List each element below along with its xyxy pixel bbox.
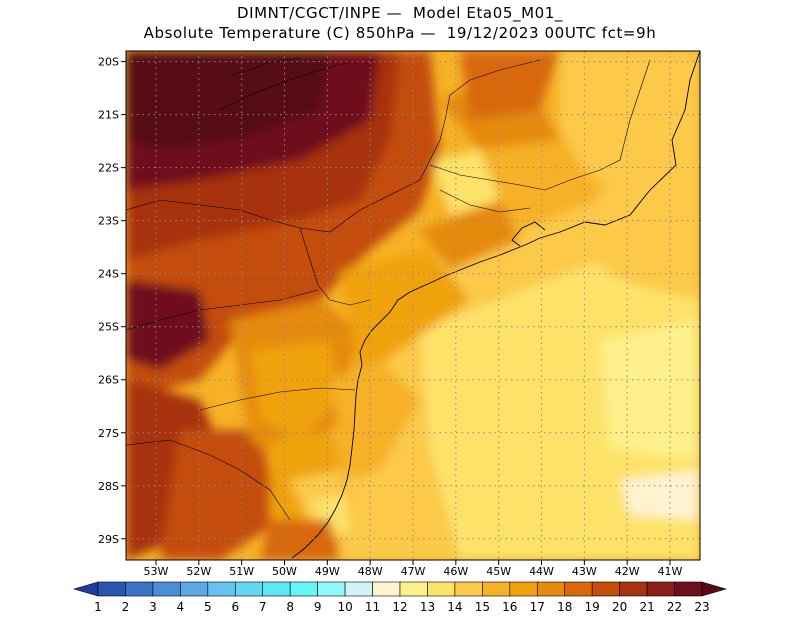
color-bar-label: 20 [612,600,627,614]
color-bar-segment [344,581,373,597]
color-bar-label: 8 [286,600,294,614]
state-borders [126,57,651,521]
lat-label: 20S [98,56,119,69]
color-bar-label: 4 [177,600,185,614]
color-bar-label: 15 [475,600,490,614]
lat-label: 21S [98,109,119,122]
color-bar-segment [564,581,593,597]
lon-label: 44W [529,565,554,578]
lat-label: 25S [98,321,119,334]
lon-label: 51W [229,565,254,578]
color-bar-segment [646,581,675,597]
color-bar-label: 10 [337,600,352,614]
lat-label: 27S [98,427,119,440]
lon-label: 52W [186,565,211,578]
color-scale-labels: 1 2 3 4 5 6 7 8 9 10 11 12 13 14 15 16 17 18 19 20 21 22 23 [94,600,709,614]
color-bar-label: 2 [122,600,130,614]
lon-label: 50W [272,565,297,578]
lat-label: 24S [98,268,119,281]
coastline [291,51,700,559]
lat-label: 23S [98,215,119,228]
color-bar-segment [372,581,401,597]
color-bar-label: 9 [314,600,322,614]
color-bar-segment [125,581,154,597]
longitude-axis: 53W 52W 51W 50W 49W 48W 47W 46W 45W 44W 43W 42W 41W [144,560,683,578]
color-bar-label: 17 [530,600,545,614]
lon-label: 41W [658,565,683,578]
color-bar-label: 5 [204,600,212,614]
latitude-axis: 20S 21S 22S 23S 24S 25S 26S 27S 28S 29S [98,56,126,546]
color-bar-label: 18 [557,600,572,614]
lon-label: 47W [401,565,426,578]
color-bar-label: 11 [365,600,380,614]
color-bar-segment [317,581,346,597]
color-bar-label: 22 [667,600,682,614]
color-bar-segment [289,581,318,597]
lat-lon-grid [126,51,700,560]
color-bar-label: 19 [585,600,600,614]
color-bar-label: 16 [502,600,517,614]
color-bar-segment [97,581,126,597]
color-bar-segment [509,581,538,597]
color-bar-label: 1 [94,600,102,614]
lat-label: 28S [98,480,119,493]
color-bar-segment [454,581,483,597]
color-bar-label: 12 [392,600,407,614]
color-bar-segment [180,581,209,597]
color-bar-label: 23 [694,600,709,614]
lat-label: 29S [98,533,119,546]
color-bar-label: 13 [420,600,435,614]
lat-label: 22S [98,162,119,175]
color-bar-label: 14 [447,600,462,614]
color-bar-segment [591,581,620,597]
color-bar-upper-arrow [701,581,728,597]
lon-label: 48W [358,565,383,578]
color-scale-bar [72,581,728,597]
title-line-1: DIMNT/CGCT/INPE — Model Eta05_M01_ [236,4,564,22]
color-bar-label: 21 [639,600,654,614]
color-bar-segment [152,581,181,597]
lon-label: 42W [615,565,640,578]
color-bar-segment [674,581,703,597]
color-bar-lower-arrow [72,581,99,597]
lon-label: 53W [144,565,169,578]
color-bar-segment [207,581,236,597]
title-line-2: Absolute Temperature (C) 850hPa — 19/12/… [143,24,657,42]
lon-label: 49W [315,565,340,578]
color-bar-label: 3 [149,600,157,614]
lat-label: 26S [98,374,119,387]
color-bar-segment [427,581,456,597]
color-bar-label: 6 [231,600,239,614]
lon-label: 45W [486,565,511,578]
color-bar-segment [399,581,428,597]
color-bar-label: 7 [259,600,267,614]
color-bar-segment [619,581,648,597]
color-bar-segment [536,581,566,597]
color-bar-segment [234,581,264,597]
color-bar-segment [262,581,291,597]
lon-label: 46W [443,565,468,578]
lon-label: 43W [572,565,597,578]
color-bar-segment [482,581,511,597]
